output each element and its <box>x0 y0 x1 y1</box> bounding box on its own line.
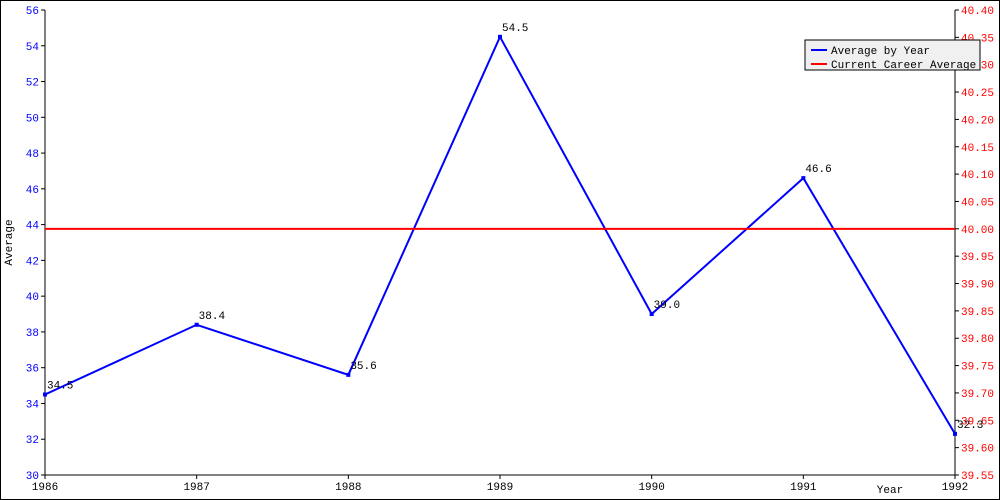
data-marker <box>498 35 502 39</box>
right-tick-label: 39.90 <box>961 280 994 292</box>
left-tick-label: 56 <box>26 6 39 18</box>
right-tick-label: 39.85 <box>961 307 994 319</box>
left-tick-label: 48 <box>26 149 39 161</box>
left-axis-title: Average <box>4 219 16 265</box>
data-marker <box>801 176 805 180</box>
chart-container: 303234363840424446485052545639.5539.6039… <box>0 0 1000 500</box>
right-tick-label: 39.60 <box>961 444 994 456</box>
data-label: 34.5 <box>47 381 73 393</box>
right-tick-label: 39.70 <box>961 389 994 401</box>
right-tick-label: 40.40 <box>961 6 994 18</box>
left-tick-label: 44 <box>26 221 40 233</box>
dual-axis-line-chart: 303234363840424446485052545639.5539.6039… <box>0 0 1000 500</box>
legend-label: Average by Year <box>831 46 930 58</box>
chart-border <box>1 1 1000 500</box>
data-label: 38.4 <box>199 311 226 323</box>
data-label: 32.3 <box>957 420 983 432</box>
right-tick-label: 39.80 <box>961 334 994 346</box>
data-marker <box>195 323 199 327</box>
right-tick-label: 40.00 <box>961 225 994 237</box>
left-tick-label: 32 <box>26 435 39 447</box>
data-marker <box>346 373 350 377</box>
data-label: 46.6 <box>805 164 831 176</box>
left-tick-label: 36 <box>26 364 39 376</box>
right-tick-label: 40.15 <box>961 143 994 155</box>
bottom-tick-label: 1991 <box>790 482 817 494</box>
data-marker <box>953 432 957 436</box>
left-tick-label: 38 <box>26 328 39 340</box>
data-marker <box>650 312 654 316</box>
bottom-axis-title: Year <box>877 485 903 497</box>
right-tick-label: 40.25 <box>961 88 994 100</box>
right-tick-label: 39.75 <box>961 362 994 374</box>
bottom-tick-label: 1990 <box>638 482 664 494</box>
right-tick-label: 40.20 <box>961 115 994 127</box>
right-tick-label: 40.10 <box>961 170 994 182</box>
bottom-tick-label: 1988 <box>335 482 361 494</box>
left-tick-label: 50 <box>26 113 39 125</box>
data-label: 39.0 <box>654 300 680 312</box>
legend-label: Current Career Average <box>831 60 976 72</box>
left-tick-label: 34 <box>26 399 40 411</box>
left-tick-label: 40 <box>26 292 39 304</box>
left-tick-label: 42 <box>26 256 39 268</box>
bottom-tick-label: 1986 <box>32 482 58 494</box>
left-tick-label: 54 <box>26 42 40 54</box>
bottom-tick-label: 1992 <box>942 482 968 494</box>
bottom-tick-label: 1989 <box>487 482 513 494</box>
right-tick-label: 39.95 <box>961 252 994 264</box>
left-tick-label: 52 <box>26 78 39 90</box>
data-label: 35.6 <box>350 361 376 373</box>
data-marker <box>43 393 47 397</box>
bottom-tick-label: 1987 <box>183 482 209 494</box>
data-label: 54.5 <box>502 23 528 35</box>
left-tick-label: 46 <box>26 185 39 197</box>
right-tick-label: 40.05 <box>961 197 994 209</box>
